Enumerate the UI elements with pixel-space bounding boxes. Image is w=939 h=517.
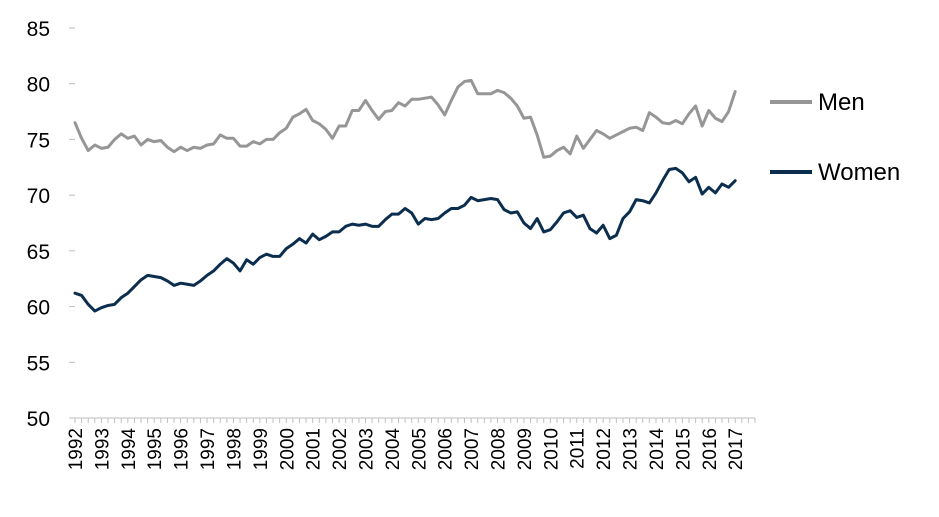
x-tick-label: 1996: [172, 428, 193, 470]
legend-label-men: Men: [818, 89, 865, 116]
y-tick-label: 85: [27, 18, 50, 41]
x-tick-label: 2002: [330, 428, 351, 470]
x-tick-label: 1992: [66, 428, 87, 470]
x-tick-label: 2012: [594, 428, 615, 470]
x-tick-label: 2015: [673, 428, 694, 470]
y-axis-ticks: 50 55 60 65 70 75 80 85: [27, 18, 75, 431]
series-line-men: [73, 78, 737, 159]
y-tick-label: 55: [27, 352, 50, 375]
x-tick-label: 2014: [647, 428, 668, 471]
x-tick-label: 1998: [224, 428, 245, 470]
x-tick-label: 2011: [568, 428, 589, 469]
x-tick-label: 2007: [462, 428, 483, 470]
x-tick-label: 1997: [198, 428, 219, 470]
x-tick-label: 2017: [726, 428, 747, 470]
y-tick-label: 65: [27, 241, 50, 264]
x-tick-label: 1995: [145, 428, 166, 470]
x-tick-label: 2006: [436, 428, 457, 470]
series-line-women: [73, 166, 737, 313]
y-tick-label: 80: [27, 74, 50, 97]
x-tick-label: 1993: [92, 428, 113, 470]
legend: Men Women: [770, 89, 900, 186]
y-tick-label: 50: [27, 408, 50, 431]
x-tick-label: 2010: [541, 428, 562, 470]
legend-label-women: Women: [818, 159, 900, 186]
y-tick-label: 75: [27, 129, 50, 152]
x-tick-label: 2008: [489, 428, 510, 470]
x-tick-label: 2016: [700, 428, 721, 470]
y-tick-label: 60: [27, 297, 50, 320]
x-tick-label: 2000: [277, 428, 298, 470]
x-tick-label: 2001: [304, 428, 325, 470]
x-tick-label: 2013: [621, 428, 642, 470]
x-axis-ticks: 1992 1993 1994 1995 1996 1997 1998 1999 2000 2001…: [66, 418, 756, 471]
x-tick-label: 1994: [119, 428, 140, 471]
x-tick-label: 2005: [409, 428, 430, 470]
x-tick-label: 2004: [383, 428, 404, 471]
y-tick-label: 70: [27, 185, 50, 208]
x-tick-label: 2003: [356, 428, 377, 470]
series-lines: [73, 78, 737, 313]
x-tick-label: 1999: [251, 428, 272, 470]
x-tick-label: 2009: [515, 428, 536, 470]
